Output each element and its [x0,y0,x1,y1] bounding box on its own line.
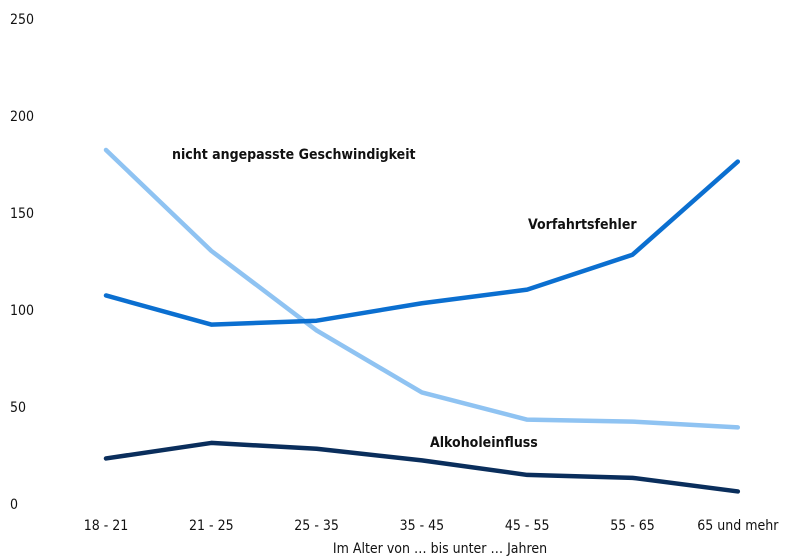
x-axis-label: Im Alter von … bis unter … Jahren [333,541,547,557]
x-tick-label: 45 - 55 [505,518,550,534]
series-line [103,159,741,327]
y-tick-label: 150 [10,206,34,222]
y-tick-label: 250 [10,12,34,28]
x-tick-label: 65 und mehr [697,518,779,534]
x-tick-label: 25 - 35 [294,518,339,534]
y-tick-label: 200 [10,109,34,125]
y-tick-label: 0 [10,497,18,513]
y-tick-label: 50 [10,400,26,416]
y-tick-label: 100 [10,303,34,319]
x-tick-label: 18 - 21 [84,518,129,534]
x-tick-label: 35 - 45 [400,518,445,534]
series-label: Alkoholeinfluss [430,435,538,451]
series-label: Vorfahrtsfehler [528,217,637,233]
series-line [103,440,741,494]
series-line [103,147,741,430]
series-label: nicht angepasste Geschwindigkeit [172,147,416,163]
x-tick-label: 55 - 65 [610,518,655,534]
x-tick-label: 21 - 25 [189,518,234,534]
